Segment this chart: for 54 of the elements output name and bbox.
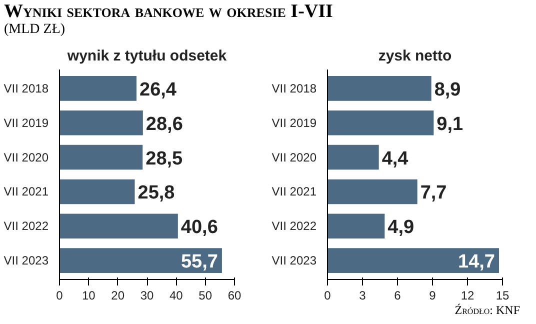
y-tick-label: VII 2019 (272, 116, 317, 130)
chart-title: Wyniki sektora bankowe w okresie I-VII (4, 1, 333, 22)
y-tick-label: VII 2018 (272, 81, 317, 96)
bar (328, 248, 499, 273)
data-label: 7,7 (420, 182, 447, 204)
x-axis-title: zysk netto (378, 48, 452, 64)
x-tick-label: 50 (198, 288, 212, 302)
data-label: 40,6 (180, 217, 218, 238)
y-tick-label: VII 2020 (272, 150, 317, 164)
bar (328, 214, 385, 239)
bar (60, 144, 143, 170)
x-tick-label: 20 (111, 288, 125, 302)
bar (60, 110, 143, 136)
data-label: 28,5 (146, 148, 184, 170)
x-tick-label: 40 (169, 288, 184, 302)
x-tick-label: 60 (228, 288, 242, 302)
bar (60, 248, 222, 273)
y-tick-label: VII 2018 (4, 81, 49, 96)
x-axis-title: wynik z tytułu odsetek (66, 48, 228, 64)
y-tick-label: VII 2023 (272, 254, 317, 268)
text: Źródło: KNF (454, 302, 520, 319)
bar (328, 110, 434, 136)
x-tick-label: 0 (56, 288, 64, 302)
data-label: 26,4 (140, 79, 177, 100)
x-tick-label: 9 (429, 288, 436, 302)
chart-subtitle: (MLD ZŁ) (4, 22, 66, 38)
bar (328, 144, 379, 170)
bar (60, 214, 178, 239)
x-tick-label: 0 (324, 288, 332, 302)
bar (328, 76, 432, 101)
bar (328, 179, 418, 204)
data-label: 25,8 (138, 182, 175, 204)
y-tick-label: VII 2021 (4, 184, 49, 199)
data-label: 4,4 (382, 148, 409, 170)
data-label: 8,9 (434, 79, 461, 100)
data-label: 4,9 (388, 217, 414, 238)
data-label: 9,1 (436, 114, 464, 135)
data-label: 14,7 (458, 252, 496, 273)
x-tick-label: 10 (82, 288, 96, 302)
x-tick-label: 30 (140, 288, 154, 302)
y-tick-label: VII 2020 (4, 150, 49, 164)
y-tick-label: VII 2022 (272, 219, 317, 234)
bar (60, 179, 135, 204)
x-tick-label: 3 (359, 288, 366, 302)
data-label: 28,6 (146, 114, 183, 135)
x-tick-label: 12 (460, 288, 474, 302)
y-tick-label: VII 2019 (4, 116, 49, 130)
x-tick-label: 6 (394, 288, 402, 302)
bar (60, 76, 136, 101)
x-tick-label: 15 (496, 288, 510, 302)
y-tick-label: VII 2023 (4, 254, 49, 268)
data-label: 55,7 (180, 252, 218, 273)
y-tick-label: VII 2021 (272, 184, 317, 199)
y-tick-label: VII 2022 (4, 219, 49, 234)
